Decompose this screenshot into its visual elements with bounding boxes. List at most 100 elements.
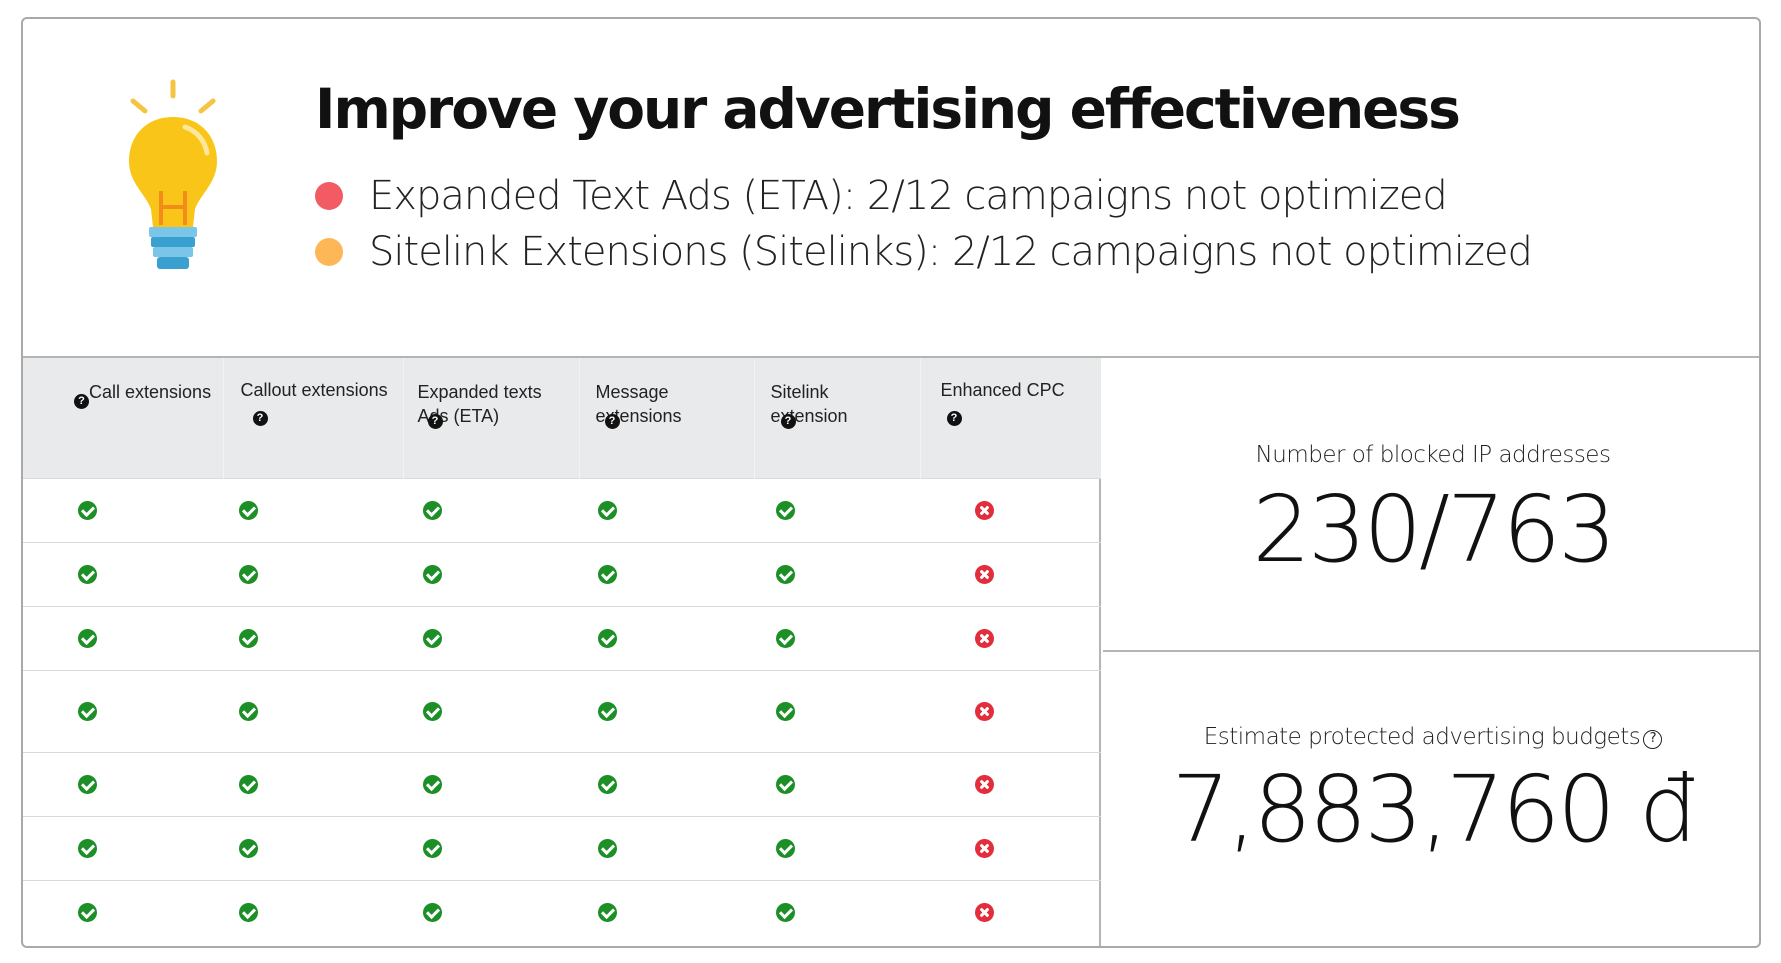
x-circle-icon	[975, 838, 994, 858]
table-cell	[579, 751, 754, 816]
table-row	[23, 815, 1101, 880]
table-cell	[754, 477, 920, 542]
check-circle-icon	[239, 838, 258, 858]
table-cell	[754, 815, 920, 880]
check-circle-icon	[598, 564, 617, 584]
protected-budget-label-row: Estimate protected advertising budgets?	[1103, 652, 1759, 750]
table-cell	[920, 879, 1101, 944]
column-header-label: Call extensions	[89, 382, 212, 402]
check-circle-icon	[776, 838, 795, 858]
table-cell	[403, 541, 579, 606]
table-cell	[403, 605, 579, 670]
column-header-sitelink-extension: ? Sitelink extension	[753, 358, 920, 478]
check-circle-icon	[423, 500, 442, 520]
check-circle-icon	[78, 564, 97, 584]
table-cell	[23, 477, 223, 542]
table-cell	[23, 669, 223, 752]
column-header-message-extensions: ? Message extensions	[578, 358, 754, 478]
column-header-call-extensions: ? Call extensions	[23, 358, 223, 478]
x-circle-icon	[975, 701, 994, 721]
check-circle-icon	[598, 628, 617, 648]
table-cell	[920, 751, 1101, 816]
table-row	[23, 669, 1101, 752]
table-cell	[579, 477, 754, 542]
check-circle-icon	[423, 628, 442, 648]
table-cell	[920, 815, 1101, 880]
check-circle-icon	[598, 838, 617, 858]
status-dot-orange	[315, 238, 343, 266]
check-circle-icon	[423, 564, 442, 584]
table-row	[23, 541, 1101, 606]
table-cell	[23, 541, 223, 606]
check-circle-icon	[78, 701, 97, 721]
issue-text: Expanded Text Ads (ETA): 2/12 campaigns …	[369, 173, 1448, 219]
check-circle-icon	[776, 564, 795, 584]
check-circle-icon	[776, 628, 795, 648]
advertising-effectiveness-card: Improve your advertising effectiveness E…	[21, 17, 1761, 948]
protected-budget-label: Estimate protected advertising budgets	[1203, 724, 1641, 750]
table-cell	[579, 815, 754, 880]
table-cell	[920, 477, 1101, 542]
check-circle-icon	[239, 902, 258, 922]
check-circle-icon	[598, 902, 617, 922]
blocked-ip-value: 230/763	[1252, 476, 1616, 583]
check-circle-icon	[423, 902, 442, 922]
table-cell	[920, 541, 1101, 606]
table-row	[23, 477, 1101, 542]
help-icon[interactable]: ?	[74, 394, 89, 409]
column-header-label: Enhanced CPC	[940, 380, 1065, 400]
table-cell	[403, 751, 579, 816]
lightbulb-icon	[129, 79, 217, 269]
table-cell	[223, 605, 403, 670]
check-circle-icon	[239, 628, 258, 648]
summary-section: Improve your advertising effectiveness E…	[23, 19, 1759, 358]
x-circle-icon	[975, 628, 994, 648]
table-cell	[223, 541, 403, 606]
table-body	[23, 477, 1101, 944]
table-cell	[920, 605, 1101, 670]
protected-budget-value: 7,883,760 đ	[1171, 756, 1698, 863]
help-icon[interactable]: ?	[780, 414, 796, 429]
help-icon[interactable]: ?	[427, 414, 443, 429]
table-cell	[23, 879, 223, 944]
table-cell	[754, 669, 920, 752]
table-row	[23, 751, 1101, 816]
table-cell	[754, 541, 920, 606]
table-cell	[403, 815, 579, 880]
table-cell	[403, 669, 579, 752]
column-header-enhanced-cpc: Enhanced CPC ?	[919, 358, 1101, 478]
check-circle-icon	[239, 500, 258, 520]
check-circle-icon	[598, 500, 617, 520]
table-cell	[23, 605, 223, 670]
check-circle-icon	[423, 701, 442, 721]
issue-item-sitelinks: Sitelink Extensions (Sitelinks): 2/12 ca…	[315, 227, 1533, 277]
help-icon[interactable]: ?	[604, 414, 620, 429]
table-cell	[403, 879, 579, 944]
check-circle-icon	[239, 774, 258, 794]
table-cell	[23, 815, 223, 880]
table-cell	[579, 669, 754, 752]
help-icon[interactable]: ?	[946, 410, 962, 426]
table-row	[23, 605, 1101, 670]
help-icon[interactable]: ?	[1643, 730, 1663, 749]
check-circle-icon	[78, 628, 97, 648]
x-circle-icon	[975, 500, 994, 520]
check-circle-icon	[776, 774, 795, 794]
table-cell	[754, 879, 920, 944]
issue-text: Sitelink Extensions (Sitelinks): 2/12 ca…	[369, 229, 1533, 275]
check-circle-icon	[239, 701, 258, 721]
check-circle-icon	[776, 500, 795, 520]
column-header-label: Callout extensions	[240, 380, 388, 400]
check-circle-icon	[776, 902, 795, 922]
column-header-callout-extensions: Callout extensions ?	[222, 358, 403, 478]
table-cell	[579, 879, 754, 944]
page-title: Improve your advertising effectiveness	[315, 77, 1461, 141]
check-circle-icon	[598, 774, 617, 794]
x-circle-icon	[975, 564, 994, 584]
blocked-ip-stat: Number of blocked IP addresses 230/763	[1103, 358, 1759, 652]
extensions-table-panel: ? Call extensions Callout extensions ? ?…	[23, 358, 1101, 946]
column-header-eta: ? Expanded texts Ads (ETA)	[402, 358, 579, 478]
check-circle-icon	[423, 838, 442, 858]
protected-budget-stat: Estimate protected advertising budgets? …	[1103, 652, 1759, 946]
help-icon[interactable]: ?	[252, 410, 268, 426]
